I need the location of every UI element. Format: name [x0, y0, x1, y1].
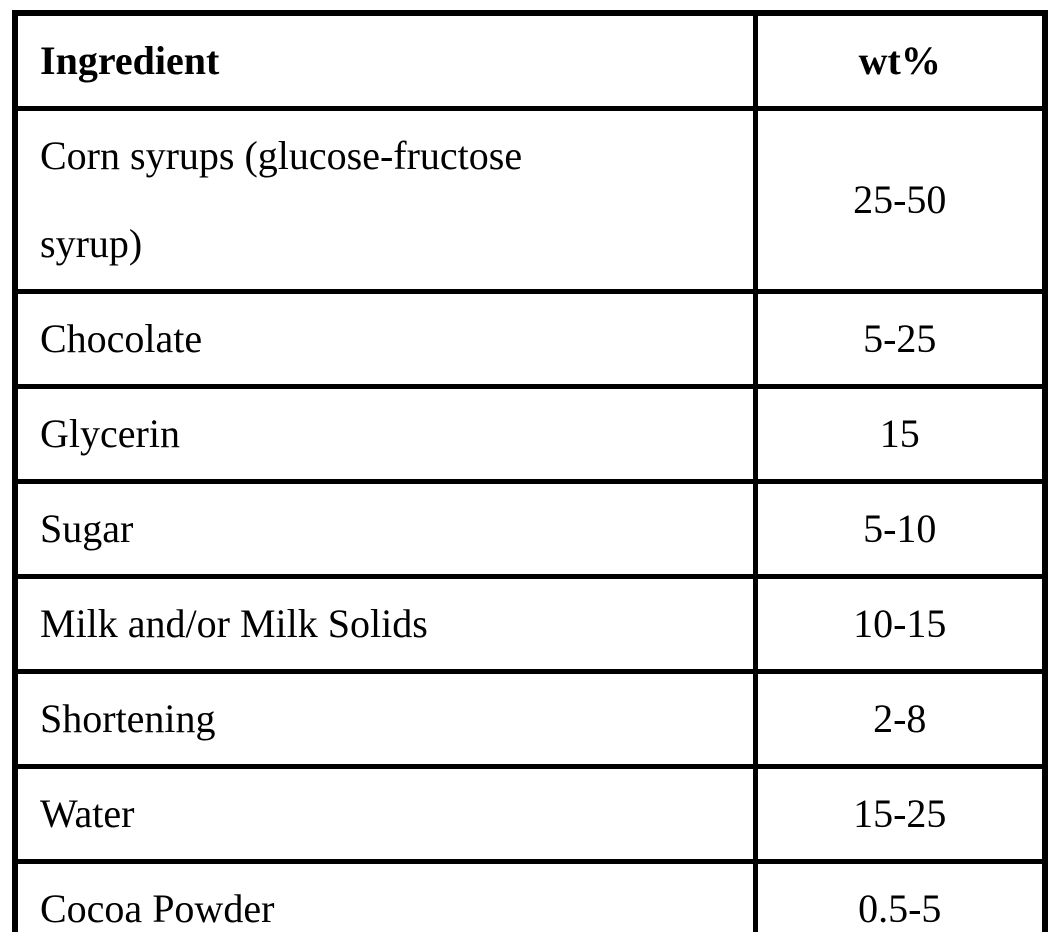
- column-header-ingredient: Ingredient: [12, 10, 758, 111]
- table-row: Cocoa Powder 0.5-5: [12, 859, 1048, 932]
- ingredient-cell: Cocoa Powder: [12, 859, 758, 932]
- wt-percent-cell: 25-50: [752, 106, 1048, 294]
- table-row: Corn syrups (glucose-fructose syrup) 25-5…: [12, 106, 1048, 294]
- ingredient-cell: Corn syrups (glucose-fructose syrup): [12, 106, 758, 294]
- table-row: Glycerin 15: [12, 384, 1048, 484]
- ingredient-cell: Glycerin: [12, 384, 758, 484]
- ingredient-cell: Milk and/or Milk Solids: [12, 574, 758, 674]
- wt-percent-cell: 15: [752, 384, 1048, 484]
- ingredient-cell: Shortening: [12, 669, 758, 769]
- ingredient-cell: Chocolate: [12, 289, 758, 389]
- ingredient-cell: Water: [12, 764, 758, 864]
- wt-percent-cell: 2-8: [752, 669, 1048, 769]
- column-header-wt-percent: wt%: [752, 10, 1048, 111]
- wt-percent-cell: 15-25: [752, 764, 1048, 864]
- table-row: Water 15-25: [12, 764, 1048, 864]
- table-body: Corn syrups (glucose-fructose syrup) 25-5…: [12, 106, 1048, 932]
- table-row: Sugar 5-10: [12, 479, 1048, 579]
- ingredient-cell: Sugar: [12, 479, 758, 579]
- table-header-row: Ingredient wt%: [12, 10, 1048, 111]
- ingredients-table: Ingredient wt% Corn syrups (glucose-fruc…: [12, 10, 1048, 932]
- table-row: Chocolate 5-25: [12, 289, 1048, 389]
- wt-percent-cell: 10-15: [752, 574, 1048, 674]
- table-row: Shortening 2-8: [12, 669, 1048, 769]
- wt-percent-cell: 5-25: [752, 289, 1048, 389]
- wt-percent-cell: 5-10: [752, 479, 1048, 579]
- wt-percent-cell: 0.5-5: [752, 859, 1048, 932]
- table-row: Milk and/or Milk Solids 10-15: [12, 574, 1048, 674]
